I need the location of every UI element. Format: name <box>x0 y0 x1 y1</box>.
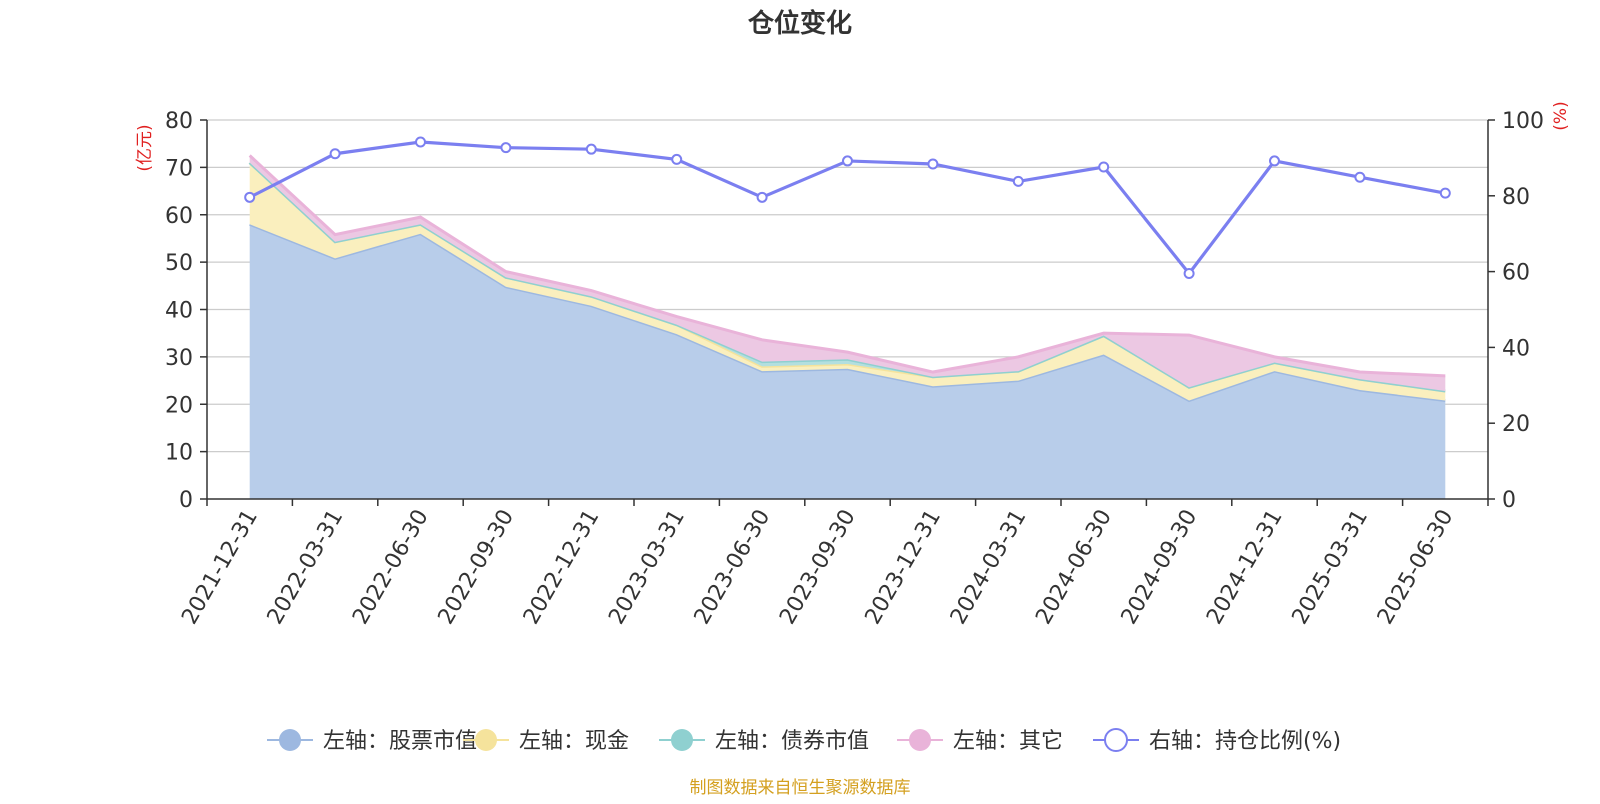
ratio-line <box>244 136 1451 279</box>
x-tick-label: 2024-12-31 <box>1202 506 1288 629</box>
ratio-point <box>671 153 683 165</box>
legend-label: 右轴：持仓比例(%) <box>1149 729 1341 754</box>
x-tick-label: 2021-12-31 <box>177 506 263 629</box>
legend-label: 左轴：现金 <box>519 729 629 754</box>
area-edge-4 <box>248 154 1446 378</box>
ratio-point <box>1439 187 1451 199</box>
left-tick-label: 10 <box>165 441 193 466</box>
legend-marker <box>279 729 301 751</box>
right-axis-unit: (%) <box>1551 101 1571 130</box>
ratio-point <box>927 158 939 170</box>
right-tick-label: 40 <box>1502 336 1530 361</box>
ratio-point <box>842 155 853 167</box>
ratio-point <box>1098 161 1110 173</box>
stacked-areas <box>248 154 1446 499</box>
x-tick-label: 2023-09-30 <box>775 506 861 629</box>
footer-source: 制图数据来自恒生聚源数据库 <box>690 778 911 798</box>
right-tick-label: 80 <box>1502 185 1530 210</box>
ratio-point <box>415 136 426 148</box>
ratio-point <box>1183 267 1195 279</box>
legend-item: 左轴：债券市值 <box>659 729 869 754</box>
ratio-point <box>244 191 256 203</box>
x-tick-label: 2023-03-31 <box>604 506 690 629</box>
left-tick-label: 30 <box>165 346 193 371</box>
ratio-point <box>500 142 512 154</box>
left-tick-label: 20 <box>165 393 193 418</box>
x-tick-label: 2022-09-30 <box>434 506 520 629</box>
right-tick-label: 20 <box>1502 412 1530 437</box>
ratio-point <box>756 191 768 203</box>
ratio-point <box>585 143 597 155</box>
x-tick-label: 2025-03-31 <box>1288 506 1374 629</box>
left-tick-label: 80 <box>165 109 193 134</box>
legend-marker <box>475 729 497 751</box>
left-tick-label: 40 <box>165 299 193 324</box>
x-tick-label: 2024-06-30 <box>1031 506 1117 629</box>
left-tick-label: 50 <box>165 251 193 276</box>
right-tick-label: 100 <box>1502 109 1544 134</box>
x-tick-label: 2022-03-31 <box>263 506 349 629</box>
x-tick-label: 2022-06-30 <box>348 506 434 629</box>
legend-marker <box>909 729 931 751</box>
area-1 <box>249 224 1446 499</box>
area-2 <box>249 162 1446 401</box>
legend-item: 左轴：现金 <box>463 729 629 754</box>
legend-label: 左轴：债券市值 <box>715 729 869 754</box>
legend-marker <box>671 729 693 751</box>
ratio-point <box>329 148 341 160</box>
legend-item: 左轴：股票市值 <box>267 729 477 754</box>
left-axis-unit: (亿元) <box>135 124 155 171</box>
legend-item: 右轴：持仓比例(%) <box>1093 728 1341 754</box>
x-tick-label: 2023-12-31 <box>861 506 947 629</box>
legend: 左轴：股票市值 左轴：现金 左轴：债券市值 左轴：其它 右轴：持仓比例(%) <box>267 728 1341 754</box>
x-tick-label: 2023-06-30 <box>690 506 776 629</box>
left-tick-label: 60 <box>165 204 193 229</box>
legend-item: 左轴：其它 <box>897 729 1063 754</box>
x-tick-label: 2024-03-31 <box>946 506 1032 629</box>
legend-label: 左轴：股票市值 <box>323 729 477 754</box>
ratio-point <box>1269 155 1280 167</box>
right-tick-label: 60 <box>1502 261 1530 286</box>
ratio-point <box>1354 171 1366 183</box>
left-tick-label: 0 <box>179 488 193 513</box>
legend-label: 左轴：其它 <box>953 729 1063 754</box>
right-tick-label: 0 <box>1502 488 1516 513</box>
x-tick-label: 2024-09-30 <box>1117 506 1203 629</box>
x-tick-label: 2025-06-30 <box>1373 506 1459 629</box>
legend-marker <box>1104 728 1128 752</box>
x-tick-label: 2022-12-31 <box>519 506 605 629</box>
chart-title: 仓位变化 <box>747 8 852 39</box>
left-tick-label: 70 <box>165 156 193 181</box>
ratio-point <box>1012 175 1024 187</box>
